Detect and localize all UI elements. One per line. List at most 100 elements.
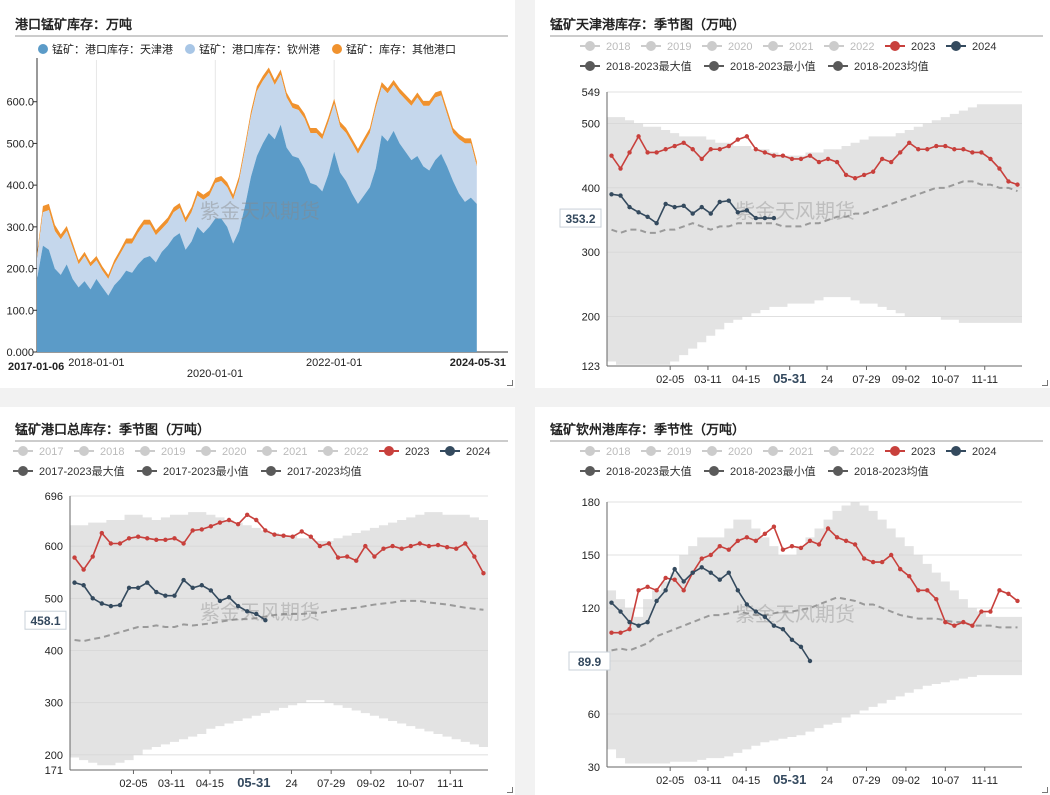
legend-label: 2023 [911, 41, 935, 53]
area-series-other-ports [37, 67, 477, 279]
y-tick-label: 300 [45, 698, 63, 710]
legend-label: 2022 [850, 41, 874, 53]
chart-panel-total: 锰矿港口总库存：季节图（万吨） 2017 2018 2019 2020 2021 2022… [0, 407, 515, 795]
series-2023-point [81, 567, 86, 572]
series-2023-point [426, 543, 432, 549]
legend-marker [709, 466, 719, 476]
series-2023-point [217, 520, 223, 525]
series-2023-point [961, 147, 966, 152]
series-2023-point [708, 552, 713, 558]
series-2023-point [852, 542, 858, 547]
max-min-range-band [70, 512, 488, 766]
series-2024-point [181, 577, 186, 583]
series-2023-point [636, 134, 641, 139]
series-2023-point [399, 546, 404, 551]
series-2023-point [834, 159, 840, 165]
series-2024-point [627, 204, 632, 210]
series-2023-point [117, 541, 123, 546]
series-2023-point [726, 143, 731, 149]
x-tick-label: 03-11 [158, 778, 185, 790]
series-2023-point [979, 609, 984, 614]
legend-marker [707, 41, 717, 51]
series-2023-point [108, 541, 114, 546]
series-2024-point [717, 577, 722, 582]
series-2023-point [916, 147, 921, 152]
legend-marker [384, 446, 394, 456]
legend-label: 2018-2023最大值 [606, 464, 692, 478]
legend-marker [18, 446, 28, 456]
x-tick-label: 11-11 [971, 374, 998, 386]
series-2024-point [217, 598, 223, 604]
chart-panel-stack: 港口锰矿库存：万吨 锰矿：港口库存：天津港 锰矿：港口库存：钦州港 锰矿：库存：其他… [0, 0, 515, 388]
series-2024-point [672, 204, 677, 210]
series-2024-point [753, 215, 759, 221]
resize-handle[interactable] [1042, 380, 1048, 386]
series-2023-point [1015, 182, 1020, 187]
series-2024-point [117, 602, 123, 608]
series-2024-point [672, 566, 677, 572]
y-tick-label: 171 [45, 765, 63, 777]
series-2023-point [717, 543, 722, 549]
series-2023-point [771, 153, 777, 158]
series-2023-point [979, 150, 984, 155]
series-2023-point [444, 544, 450, 550]
series-2023-point [699, 156, 704, 162]
series-2023-point [381, 546, 386, 551]
legend-label: 2018-2023最大值 [606, 59, 692, 73]
x-tick-label: 2024-05-31 [450, 357, 506, 369]
legend-marker [829, 41, 839, 51]
legend-marker [833, 61, 843, 71]
legend-label: 锰矿：库存：其他港口 [346, 42, 456, 56]
legend-label: 2018 [100, 446, 124, 458]
series-2023-point [627, 150, 632, 155]
current-value-box [568, 651, 611, 671]
series-2023-point [681, 588, 686, 593]
legend-marker [707, 446, 717, 456]
series-2024-point [735, 588, 741, 593]
seasonal-line-chart: 2017 2018 2019 2020 2021 2022 2023 2024 2017-202… [13, 440, 508, 790]
series-2024-point [663, 588, 668, 593]
watermark: 紫金天风期货 [735, 602, 855, 626]
seasonal-line-chart: 2018 2019 2020 2021 2022 2023 2024 2018-2023最大值… [550, 35, 1043, 386]
legend-marker [323, 446, 333, 456]
series-2023-point [290, 534, 295, 539]
series-2023-point [417, 541, 423, 546]
chart-title: 锰矿港口总库存：季节图（万吨） [15, 423, 211, 438]
resize-handle[interactable] [507, 787, 513, 793]
legend-marker [332, 44, 342, 54]
y-tick-label: 696 [45, 491, 63, 503]
series-2024-point [135, 585, 141, 591]
x-tick-label: 11-11 [971, 775, 998, 787]
series-2024-point [172, 593, 177, 598]
resize-handle[interactable] [507, 380, 513, 386]
watermark: 紫金天风期货 [735, 199, 855, 223]
series-2023-point [888, 159, 894, 165]
series-2023-point [335, 555, 341, 560]
stack-area-chart: 锰矿：港口库存：天津港 锰矿：港口库存：钦州港 锰矿：库存：其他港口 0.000 100… [6, 35, 508, 380]
series-2024-point [627, 619, 632, 625]
legend-marker [185, 44, 195, 54]
x-tick-label: 10-07 [931, 374, 959, 386]
series-2023-point [254, 517, 259, 523]
legend-label: 2021 [789, 41, 813, 53]
series-2023-point [181, 541, 186, 546]
y-tick-label: 200.0 [6, 264, 34, 276]
legend-marker [951, 446, 961, 456]
series-2024-point [690, 211, 695, 216]
series-2024-point [235, 603, 241, 609]
series-2024-point [126, 585, 132, 591]
current-value-label: 458.1 [30, 614, 60, 628]
series-2023-point [363, 543, 368, 549]
y-tick-label: 300.0 [6, 222, 34, 234]
legend-marker [585, 41, 595, 51]
y-tick-label: 0.000 [6, 347, 34, 359]
series-2024-point [108, 603, 114, 609]
series-2023-point [753, 538, 759, 544]
legend-label: 2021 [283, 446, 307, 458]
resize-handle[interactable] [1042, 787, 1048, 793]
legend-marker [890, 41, 900, 51]
series-2023-point [735, 538, 741, 544]
chart-panel-qz: 锰矿钦州港库存：季节性（万吨） 2018 2019 2020 2021 2022 2023… [535, 407, 1050, 795]
series-2023-point [879, 559, 885, 565]
series-2023-point [961, 619, 966, 625]
